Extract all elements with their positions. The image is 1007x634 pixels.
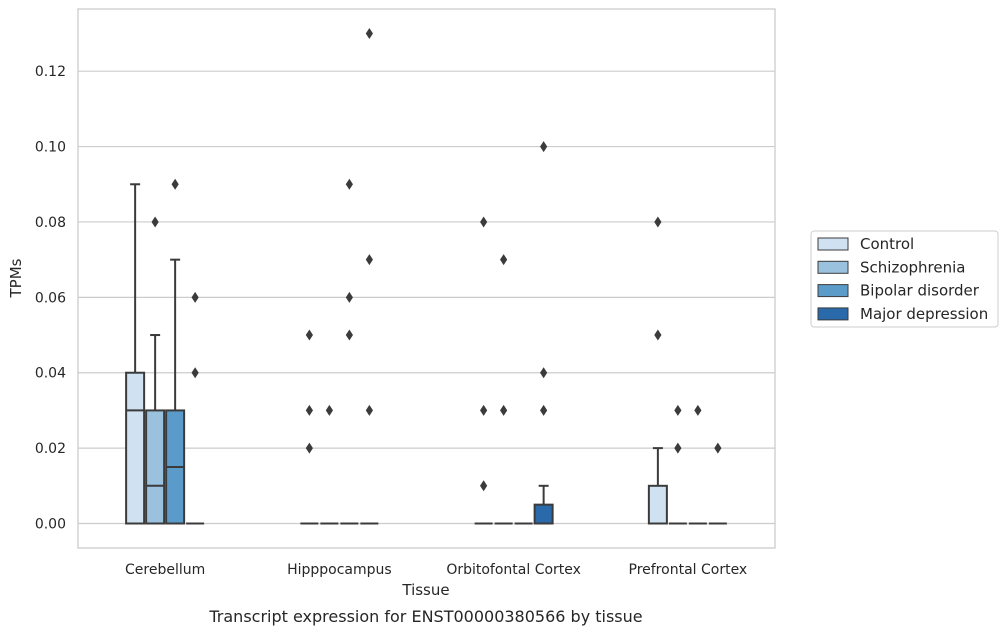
box-0-1 (145, 216, 166, 525)
box-3-1 (668, 404, 687, 525)
box-1-1 (320, 404, 339, 525)
legend-label: Major depression (860, 305, 988, 323)
x-tick-label: Orbitofontal Cortex (446, 562, 581, 578)
legend-label: Control (860, 235, 914, 253)
outlier-point (654, 216, 662, 228)
box-1-0 (300, 329, 319, 525)
legend-label: Schizophrenia (860, 258, 965, 276)
outlier-point (191, 291, 199, 303)
outlier-point (500, 254, 508, 266)
box-0-2 (165, 178, 186, 525)
outlier-point (654, 329, 662, 341)
outlier-point (480, 480, 488, 492)
outlier-point (540, 404, 548, 416)
outlier-point (305, 404, 313, 416)
outlier-point (345, 329, 353, 341)
box-0-3 (186, 291, 205, 525)
outlier-point (305, 329, 313, 341)
legend-label: Bipolar disorder (860, 282, 980, 300)
box-2-3 (533, 141, 554, 525)
legend-swatch (817, 237, 849, 251)
outlier-point (345, 291, 353, 303)
x-tick-label: Cerebellum (125, 562, 205, 578)
legend-swatch (817, 260, 849, 274)
y-axis-ticks: 0.00 0.02 0.04 0.06 0.08 0.10 0.12 (35, 64, 66, 532)
outlier-point (674, 404, 682, 416)
outlier-point (540, 141, 548, 153)
outlier-point (365, 254, 373, 266)
box-3-0 (647, 216, 668, 525)
box (125, 371, 146, 525)
outlier-point (365, 404, 373, 416)
outlier-point (171, 178, 179, 190)
y-tick-label: 0.02 (35, 441, 66, 457)
y-tick-label: 0.00 (35, 517, 66, 533)
box (533, 503, 554, 525)
y-axis-title: TPMs (7, 258, 25, 298)
x-tick-label: Prefrontal Cortex (629, 562, 748, 578)
x-axis-title: Tissue (401, 581, 449, 599)
outlier-point (714, 442, 722, 454)
outlier-point (191, 367, 199, 379)
plot-frame (77, 8, 776, 549)
outlier-point (674, 442, 682, 454)
y-tick-label: 0.04 (35, 366, 66, 382)
outlier-point (500, 404, 508, 416)
outlier-point (151, 216, 159, 228)
y-tick-label: 0.12 (35, 64, 66, 80)
legend-swatch (817, 307, 849, 321)
outlier-point (365, 28, 373, 39)
outlier-point (345, 178, 353, 190)
box-1-3 (360, 28, 379, 525)
box (145, 409, 166, 525)
box-1-2 (340, 178, 359, 525)
x-axis-ticks: Cerebellum Hipppocampus Orbitofontal Corte… (125, 562, 747, 578)
outlier-point (540, 367, 548, 379)
box-2-0 (474, 216, 493, 525)
box-3-2 (688, 404, 707, 525)
outlier-point (480, 216, 488, 228)
box-3-3 (708, 442, 727, 525)
box-0-0 (125, 183, 146, 525)
x-tick-label: Hipppocampus (287, 562, 392, 578)
legend: Control Schizophrenia Bipolar disorder Majo… (810, 230, 999, 328)
outlier-point (305, 442, 313, 454)
chart-caption: Transcript expression for ENST0000038056… (208, 607, 642, 626)
box (647, 484, 668, 525)
outlier-point (480, 404, 488, 416)
legend-swatch (817, 284, 849, 298)
y-tick-label: 0.06 (35, 290, 66, 306)
outlier-point (325, 404, 333, 416)
outlier-point (694, 404, 702, 416)
box-plots (125, 28, 727, 525)
legend-frame (810, 230, 999, 328)
y-tick-label: 0.10 (35, 140, 66, 156)
y-tick-label: 0.08 (35, 215, 66, 231)
box-2-1 (494, 254, 513, 525)
